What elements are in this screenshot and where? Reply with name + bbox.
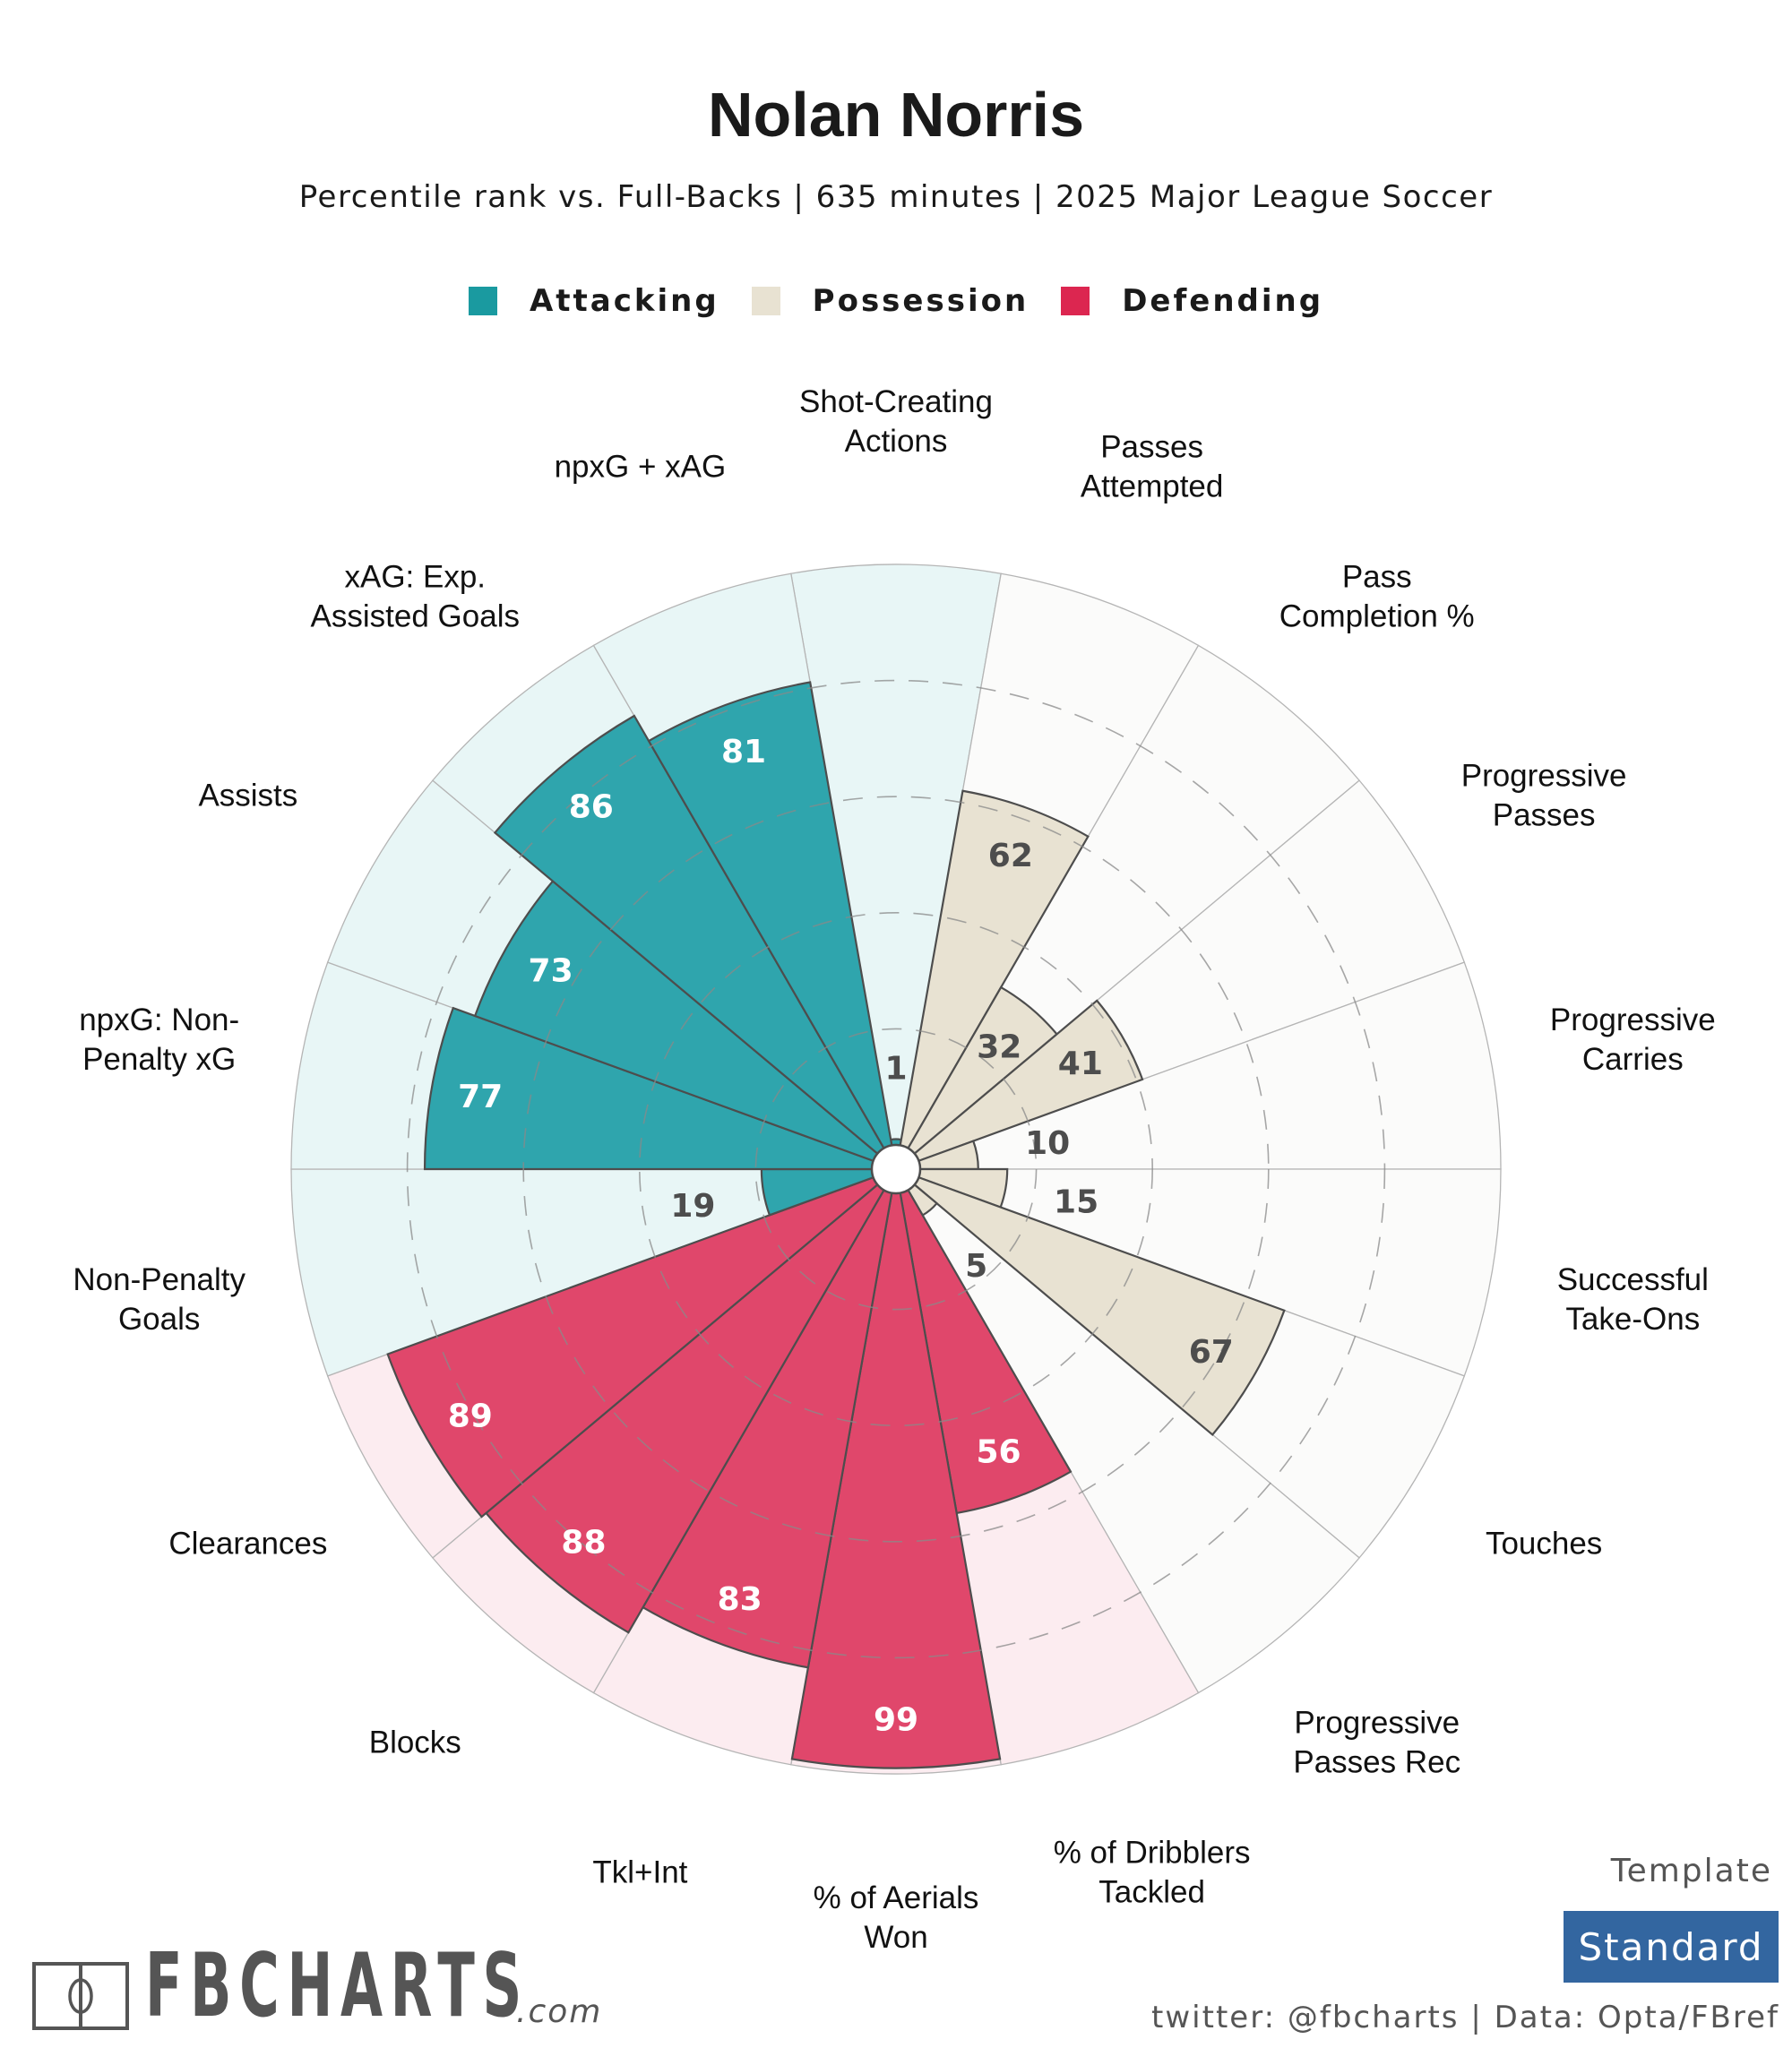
- footer-credit: twitter: @fbcharts | Data: Opta/FBref: [1151, 2000, 1779, 2035]
- legend-label-attacking: Attacking: [529, 283, 719, 319]
- logo-suffix: .com: [516, 1993, 603, 2030]
- category-label: Tkl+Int: [592, 1855, 687, 1890]
- category-label: Clearances: [168, 1527, 327, 1562]
- category-labels: Shot-Creating Actions Passes Attempted Pass C…: [73, 384, 1715, 1955]
- category-label: Shot-Creating Actions: [799, 384, 993, 459]
- value-label: 88: [561, 1524, 606, 1561]
- chart-title: Nolan Norris: [707, 80, 1085, 150]
- value-label: 77: [458, 1079, 503, 1115]
- legend-item-attacking: Attacking: [468, 283, 719, 319]
- fbcharts-logo: FBCHARTS .com: [32, 1942, 765, 2030]
- legend-item-possession: Possession: [751, 283, 1030, 319]
- legend-item-defending: Defending: [1061, 283, 1323, 319]
- value-label: 15: [1054, 1183, 1098, 1220]
- category-label: npxG + xAG: [555, 449, 727, 484]
- center-hole: [870, 1143, 922, 1195]
- category-label: Progressive Passes Rec: [1293, 1706, 1460, 1780]
- category-label: Passes Attempted: [1081, 429, 1224, 503]
- template-badge: Standard: [1564, 1911, 1779, 1983]
- gridline-ring: [406, 679, 1386, 1659]
- gridline-ring: [754, 1028, 1038, 1311]
- value-label: 10: [1025, 1125, 1070, 1162]
- legend-swatch-defending: [1061, 287, 1090, 315]
- value-label: 19: [670, 1188, 715, 1225]
- value-label: 5: [965, 1248, 987, 1285]
- bar-wedges: [386, 681, 1286, 1769]
- legend-label-defending: Defending: [1122, 283, 1324, 319]
- value-labels: 1 62 32 41 10 15 67 5 56 99 83 88 89 19 77 73 86 81: [448, 734, 1234, 1738]
- template-label: Template: [1610, 1853, 1772, 1889]
- value-label: 62: [988, 838, 1033, 874]
- value-label: 86: [569, 789, 614, 826]
- chart-subtitle: Percentile rank vs. Full-Backs | 635 min…: [298, 179, 1494, 215]
- category-label: Blocks: [369, 1725, 461, 1760]
- value-label: 41: [1058, 1046, 1103, 1082]
- legend-swatch-attacking: [468, 287, 497, 315]
- legend: Attacking Possession Defending: [0, 283, 1792, 319]
- pitch-icon: [32, 1962, 129, 2030]
- gridline-ring: [522, 796, 1270, 1543]
- legend-swatch-possession: [751, 287, 780, 315]
- category-label: npxG: Non-Penalty xG: [79, 1002, 239, 1077]
- category-label: xAG: Exp. Assisted Goals: [311, 559, 520, 633]
- category-label: Assists: [198, 779, 297, 813]
- value-label: 56: [976, 1434, 1021, 1471]
- gridline-ring: [638, 911, 1154, 1427]
- category-label: % of Dribblers Tackled: [1054, 1836, 1251, 1910]
- category-label: Progressive Carries: [1550, 1002, 1716, 1077]
- category-label: % of Aerials Won: [814, 1880, 979, 1955]
- category-label: Successful Take-Ons: [1557, 1262, 1709, 1337]
- logo-wordmark: FBCHARTS: [145, 1935, 530, 2037]
- value-label: 83: [718, 1581, 762, 1618]
- category-label: Progressive Passes: [1461, 759, 1627, 833]
- gridlines: [406, 679, 1386, 1659]
- category-label: Pass Completion %: [1279, 559, 1475, 633]
- category-label: Touches: [1486, 1527, 1602, 1562]
- value-label: 99: [874, 1702, 918, 1739]
- category-label: Non-Penalty Goals: [73, 1262, 246, 1337]
- value-label: 32: [977, 1029, 1021, 1066]
- value-label: 81: [721, 734, 766, 770]
- value-label: 89: [448, 1398, 493, 1434]
- value-label: 73: [529, 952, 573, 989]
- value-label: 67: [1189, 1334, 1234, 1371]
- legend-label-possession: Possession: [812, 283, 1030, 319]
- value-label: 1: [884, 1051, 907, 1088]
